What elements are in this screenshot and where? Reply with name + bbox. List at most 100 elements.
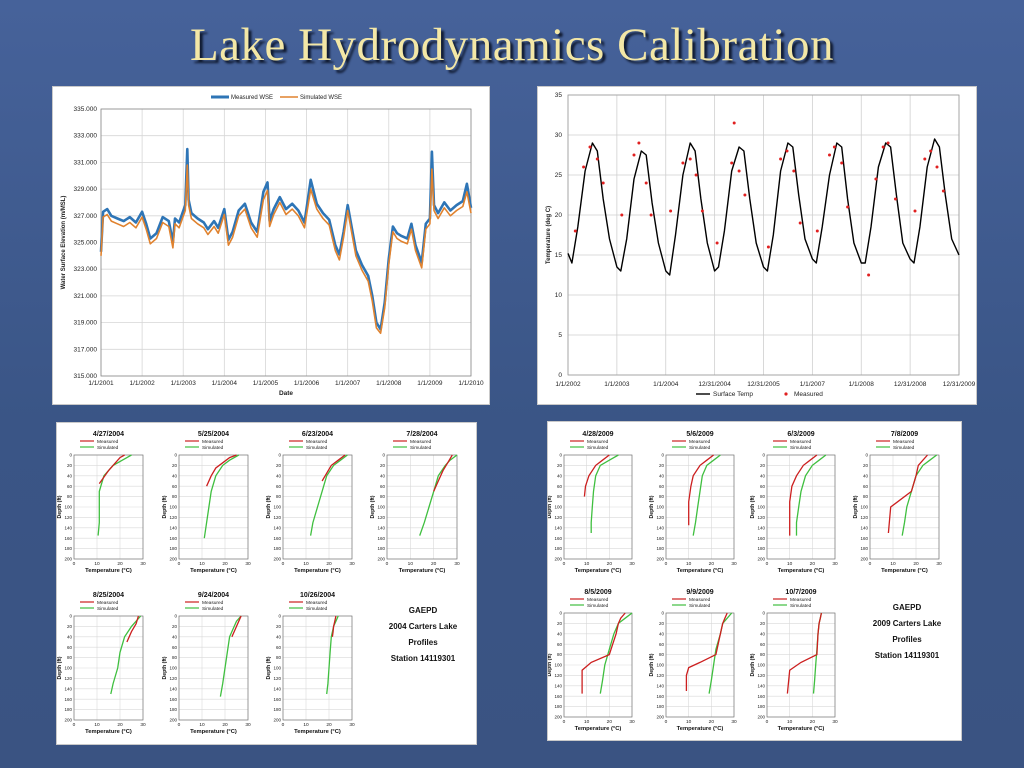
y-tick-label: 20 (659, 463, 665, 468)
x-axis-label: Temperature (°C) (294, 729, 341, 735)
legend-label: Simulated (97, 606, 119, 612)
y-tick-label: 5 (558, 332, 562, 339)
measured-point (573, 229, 577, 233)
legend-label: Measured (97, 600, 119, 606)
x-tick-label: 12/31/2005 (747, 381, 780, 388)
y-tick-label: 20 (760, 621, 766, 626)
y-tick-label: 80 (557, 494, 563, 499)
note-line: 2004 Carters Lake (388, 622, 458, 631)
y-tick-label: 180 (656, 704, 664, 709)
x-tick-label: 1/1/2005 (253, 380, 279, 387)
note-line: 2009 Carters Lake (872, 619, 942, 628)
note-line: GAEPD (892, 603, 922, 612)
y-tick-label: 180 (860, 546, 868, 551)
measured-profile-line (206, 454, 237, 487)
legend-label: Measured (587, 597, 609, 603)
legend-label: Simulated (202, 445, 224, 451)
measured-point (637, 141, 641, 145)
measured-profile-line (887, 454, 928, 534)
y-tick-label: 180 (64, 707, 72, 712)
x-tick-label: 30 (245, 561, 251, 567)
plot-frame (282, 615, 353, 721)
y-tick-label: 0 (865, 453, 868, 458)
y-tick-label: 180 (757, 546, 765, 551)
y-tick-label: 80 (67, 655, 73, 660)
x-tick-label: 10 (787, 561, 793, 567)
legend-label: Measured (794, 391, 823, 398)
legend-label: Measured (97, 439, 119, 445)
measured-point (766, 245, 770, 249)
y-tick-label: 20 (557, 621, 563, 626)
y-tick-label: 200 (757, 557, 765, 562)
y-tick-label: 120 (757, 673, 765, 678)
measured-point (941, 189, 945, 193)
y-tick-label: 40 (760, 631, 766, 636)
note-line: GAEPD (408, 606, 438, 615)
x-tick-label: 20 (607, 719, 613, 725)
y-tick-label: 20 (67, 624, 73, 629)
y-tick-label: 120 (656, 515, 664, 520)
x-axis-label: Temperature (°C) (778, 726, 825, 732)
y-tick-label: 120 (554, 515, 562, 520)
measured-point (632, 153, 636, 157)
y-tick-label: 100 (169, 666, 177, 671)
measured-point (798, 221, 802, 225)
simulated-profile-line (97, 454, 132, 536)
y-tick-label: 0 (174, 614, 177, 619)
y-tick-label: 20 (276, 624, 282, 629)
y-tick-label: 100 (377, 505, 385, 510)
y-tick-label: 40 (659, 631, 665, 636)
y-tick-label: 100 (860, 505, 868, 510)
y-tick-label: 60 (760, 484, 766, 489)
y-tick-label: 120 (377, 515, 385, 520)
x-tick-label: 20 (117, 561, 123, 567)
legend-label: Simulated (689, 445, 711, 451)
y-tick-label: 140 (64, 686, 72, 691)
profile-date-title: 6/3/2009 (787, 431, 814, 438)
x-tick-label: 10 (408, 561, 414, 567)
measured-point (840, 161, 844, 165)
profile-date-title: 9/9/2009 (686, 589, 713, 596)
y-tick-label: 140 (757, 683, 765, 688)
x-tick-label: 12/31/2004 (698, 381, 731, 388)
x-tick-label: 1/1/2003 (171, 380, 197, 387)
x-tick-label: 30 (629, 719, 635, 725)
y-tick-label: 80 (276, 494, 282, 499)
y-tick-label: 200 (554, 557, 562, 562)
simulated-profile-line (795, 454, 827, 536)
legend-label: Simulated (790, 603, 812, 609)
x-axis-label: Temperature (°C) (575, 568, 622, 574)
y-tick-label: 60 (659, 642, 665, 647)
x-tick-label: 20 (607, 561, 613, 567)
y-tick-label: 120 (860, 515, 868, 520)
legend-label: Simulated (202, 606, 224, 612)
y-tick-label: 120 (169, 515, 177, 520)
measured-point (644, 181, 648, 185)
slide-title: Lake Hydrodynamics Calibration (189, 19, 835, 71)
profile-date-title: 10/7/2009 (785, 589, 816, 596)
y-tick-label: 20 (276, 463, 282, 468)
x-axis-label: Temperature (°C) (190, 729, 237, 735)
y-tick-label: 319.000 (74, 320, 98, 327)
y-tick-label: 20 (172, 463, 178, 468)
y-tick-label: 200 (656, 715, 664, 720)
x-tick-label: 30 (245, 722, 251, 728)
y-tick-label: 20 (380, 463, 386, 468)
x-tick-label: 20 (431, 561, 437, 567)
x-axis-label: Temperature (°C) (575, 726, 622, 732)
y-tick-label: 200 (64, 557, 72, 562)
x-tick-label: 1/1/2008 (849, 381, 875, 388)
plot-frame (766, 612, 836, 718)
y-tick-label: 160 (64, 697, 72, 702)
measured-point (881, 145, 885, 149)
y-tick-label: 200 (169, 557, 177, 562)
y-tick-label: 60 (380, 484, 386, 489)
x-tick-label: 1/1/2003 (604, 381, 630, 388)
y-tick-label: 160 (169, 697, 177, 702)
y-axis-label: Depth (ft) (57, 495, 63, 518)
x-tick-label: 30 (349, 722, 355, 728)
profile-date-title: 8/25/2004 (93, 592, 124, 599)
x-tick-label: 1/1/2010 (458, 380, 484, 387)
simulated-profile-line (692, 454, 721, 536)
x-tick-label: 12/31/2008 (894, 381, 927, 388)
